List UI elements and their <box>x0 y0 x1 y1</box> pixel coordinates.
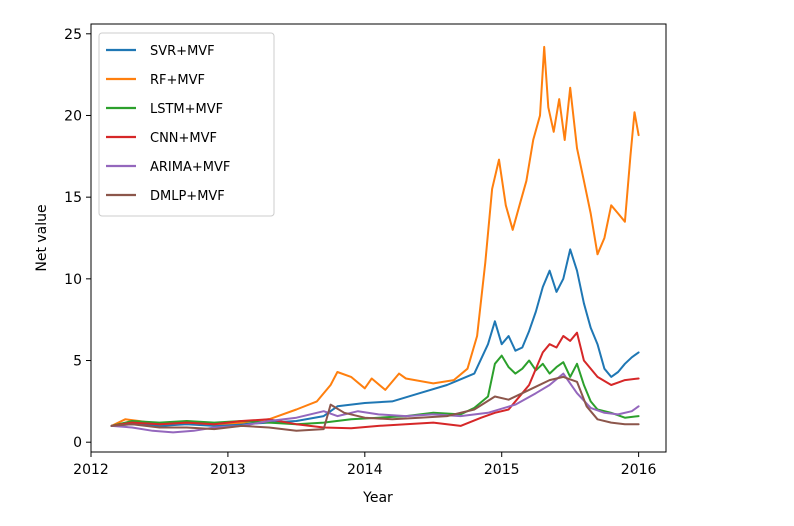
x-tick-label: 2014 <box>347 462 383 478</box>
y-tick-label: 20 <box>64 108 82 124</box>
legend-frame <box>98 32 275 217</box>
y-tick-label: 15 <box>64 190 82 206</box>
x-tick-label: 2016 <box>621 462 657 478</box>
legend-label: DMLP+MVF <box>150 189 225 204</box>
x-axis-label: Year <box>362 490 393 506</box>
x-tick-label: 2013 <box>210 462 246 478</box>
x-tick-label: 2015 <box>484 462 520 478</box>
legend-label: LSTM+MVF <box>150 102 223 117</box>
series-line-lstm-mvf <box>110 354 640 427</box>
plot-frame <box>90 23 667 453</box>
series-line-dmlp-mvf <box>110 375 640 432</box>
legend-label: RF+MVF <box>150 73 205 88</box>
legend-label: SVR+MVF <box>150 44 215 59</box>
legend-label: ARIMA+MVF <box>150 160 230 175</box>
y-tick-label: 25 <box>64 27 82 43</box>
y-axis-label: Net value <box>34 204 50 271</box>
series-layer <box>110 45 640 434</box>
series-line-cnn-mvf <box>110 331 640 430</box>
y-tick-label: 0 <box>73 435 82 451</box>
series-line-rf-mvf <box>110 45 640 427</box>
series-line-svr-mvf <box>110 248 640 427</box>
y-tick-label: 10 <box>64 272 82 288</box>
x-tick-label: 2012 <box>73 462 109 478</box>
y-axis: 0 5 10 15 20 25 <box>64 27 91 451</box>
legend-label: CNN+MVF <box>150 131 217 146</box>
legend: SVR+MVF RF+MVF LSTM+MVF CNN+MVF ARIMA+MVF DML… <box>98 32 275 217</box>
x-axis: 2012 2013 2014 2015 2016 <box>73 452 657 478</box>
y-tick-label: 5 <box>73 354 82 370</box>
